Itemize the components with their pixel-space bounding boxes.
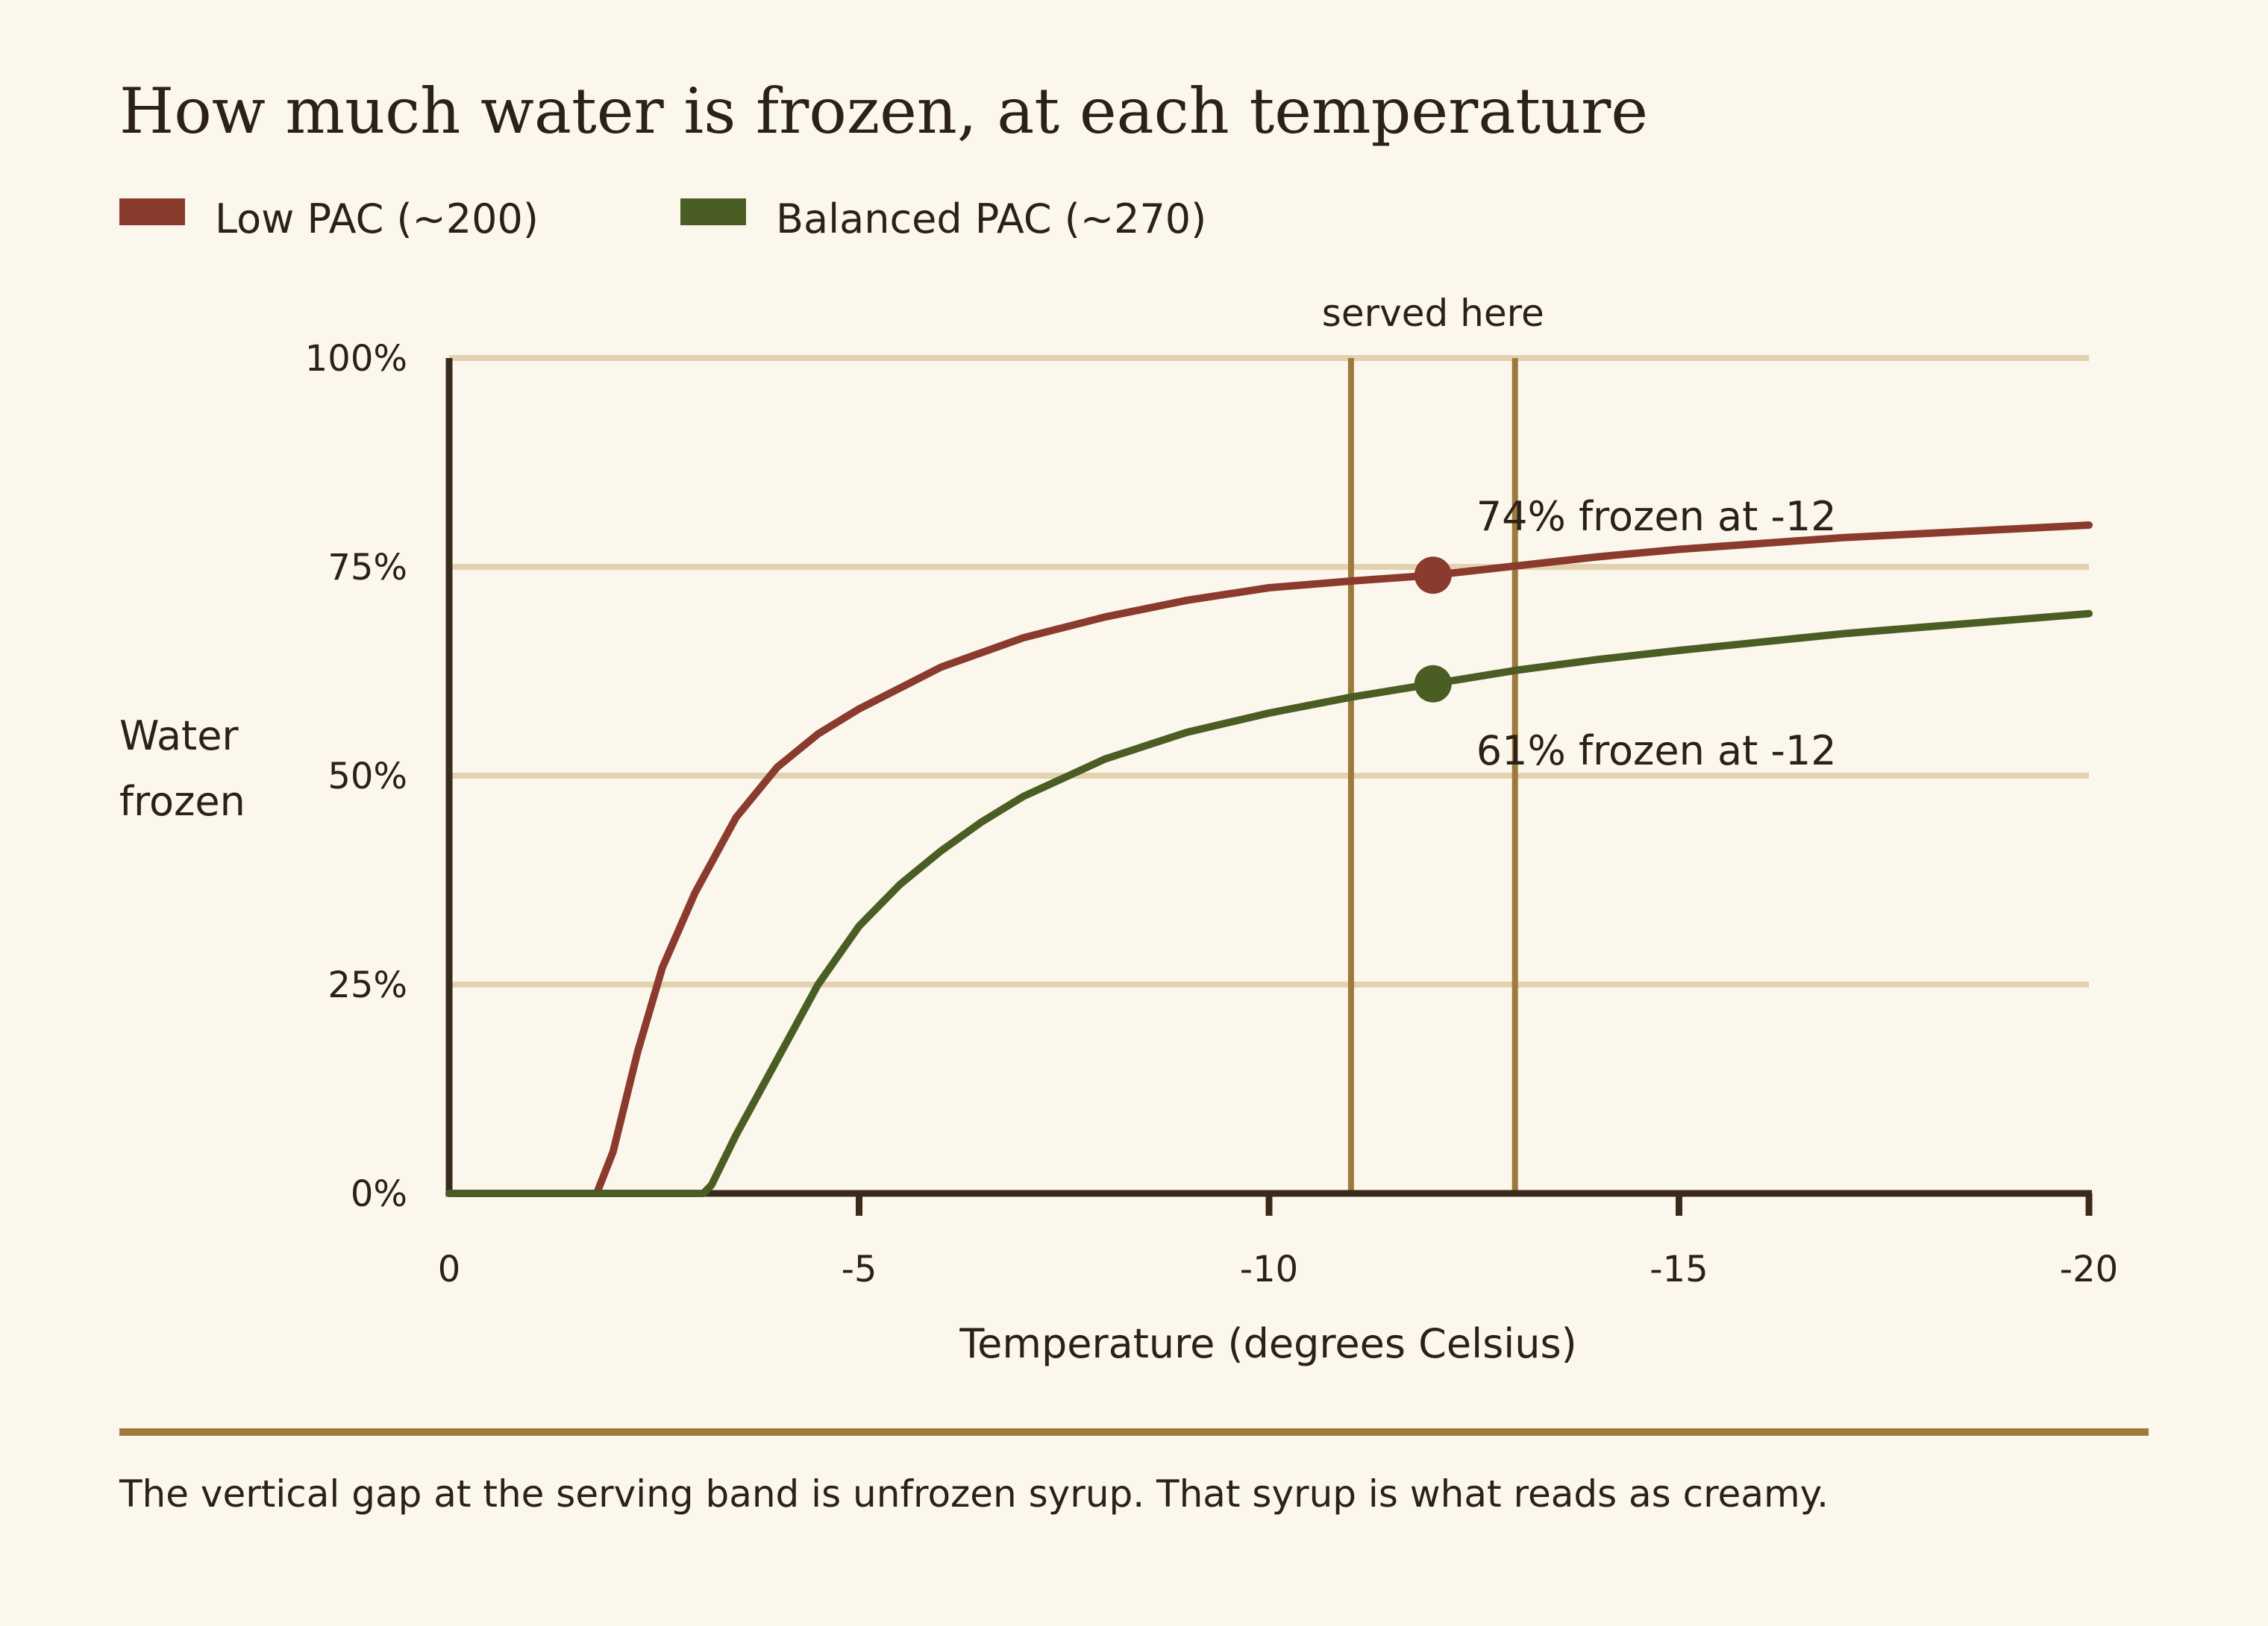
marker-label-0: 74% frozen at -12	[1476, 493, 1837, 540]
y-axis-label-line1: Water	[119, 712, 239, 759]
legend-label-1: Balanced PAC (~270)	[776, 195, 1206, 242]
marker-label-1: 61% frozen at -12	[1476, 727, 1837, 774]
gridlines	[449, 355, 2089, 988]
chart-title: How much water is frozen, at each temper…	[119, 75, 1648, 148]
series-line-1	[445, 609, 2093, 1197]
y-tick-label-0: 0%	[351, 1173, 407, 1215]
markers: 74% frozen at -12 61% frozen at -12	[1414, 493, 1837, 774]
legend: Low PAC (~200) Balanced PAC (~270)	[119, 195, 1206, 242]
legend-swatch-1	[680, 198, 746, 225]
y-tick-label-1: 25%	[328, 964, 407, 1006]
y-tick-label-4: 100%	[305, 338, 407, 380]
marker-0	[1414, 556, 1452, 594]
legend-swatch-0	[119, 198, 185, 225]
x-tick-label-4: -20	[2060, 1249, 2118, 1290]
serving-band: served here	[1322, 292, 1544, 1193]
y-axis-label-line2: frozen	[119, 778, 245, 825]
marker-1	[1414, 665, 1452, 703]
legend-label-0: Low PAC (~200)	[215, 195, 539, 242]
x-tick-label-3: -15	[1650, 1249, 1708, 1290]
y-tick-label-2: 50%	[328, 756, 407, 797]
x-tick-label-1: -5	[842, 1249, 877, 1290]
x-axis-label: Temperature (degrees Celsius)	[959, 1320, 1576, 1367]
series-line-0	[445, 521, 2093, 1197]
x-tick-label-2: -10	[1240, 1249, 1298, 1290]
x-tick-label-0: 0	[438, 1249, 461, 1290]
ticks: 0 -5 -10 -15 -20 0% 25% 50% 75% 100%	[305, 338, 2118, 1290]
serving-band-label: served here	[1322, 292, 1544, 335]
y-tick-label-3: 75%	[328, 547, 407, 588]
series-lines	[445, 521, 2093, 1197]
caption: The vertical gap at the serving band is …	[119, 1472, 1829, 1516]
